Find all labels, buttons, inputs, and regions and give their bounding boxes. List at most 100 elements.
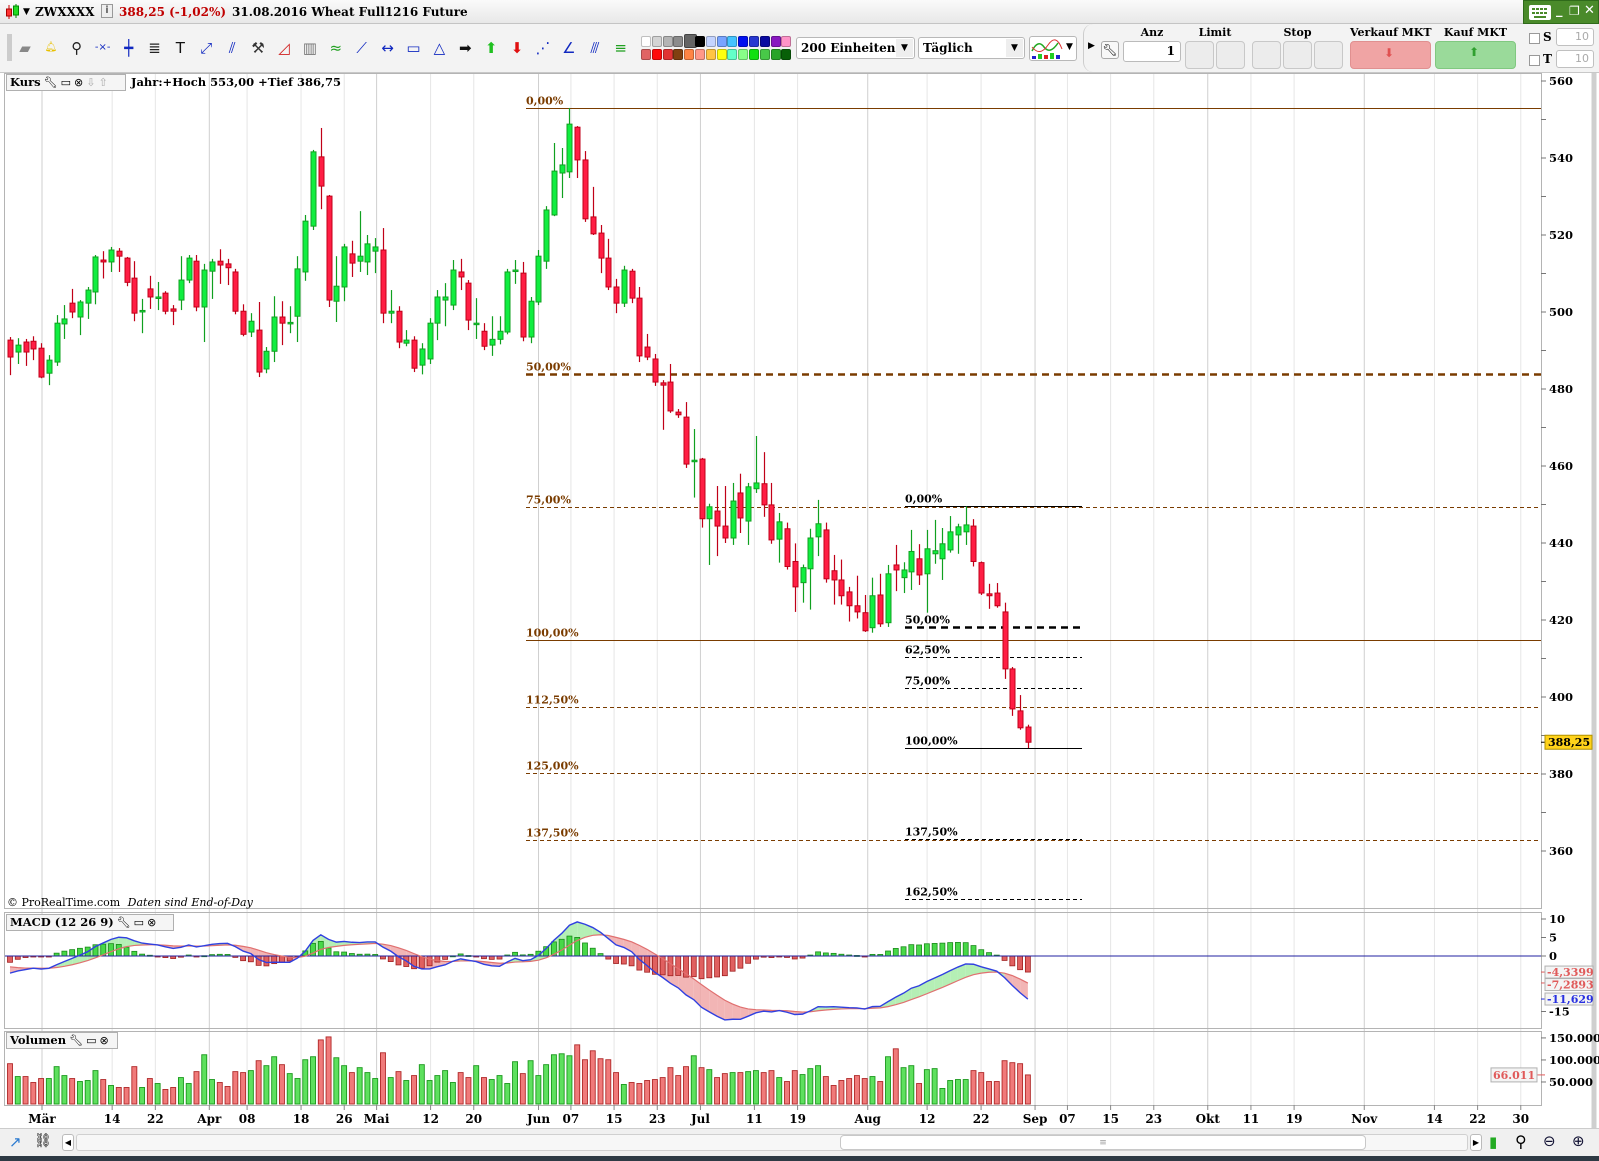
move-down-icon[interactable]: ⇩ — [86, 76, 96, 89]
color-swatch[interactable] — [738, 49, 749, 60]
candle[interactable] — [310, 149, 317, 230]
candle[interactable] — [807, 528, 814, 610]
candle[interactable] — [520, 261, 527, 342]
limit-buy-button[interactable] — [1216, 41, 1245, 69]
candle[interactable] — [963, 506, 970, 545]
candle[interactable] — [318, 127, 325, 210]
candle[interactable] — [869, 577, 876, 633]
candle[interactable] — [30, 336, 37, 361]
zoom-out-icon[interactable]: ⊖ — [1543, 1132, 1556, 1150]
keyboard-icon[interactable] — [1529, 5, 1551, 20]
candle[interactable] — [69, 288, 76, 319]
candle[interactable] — [792, 543, 799, 612]
candle[interactable] — [193, 255, 200, 312]
candle[interactable] — [745, 482, 752, 545]
candle[interactable] — [396, 306, 403, 349]
color-swatch[interactable] — [770, 49, 781, 60]
color-swatch[interactable] — [759, 49, 770, 60]
triangle-icon[interactable]: △ — [433, 39, 446, 57]
ruler-icon[interactable]: ▰ — [19, 39, 31, 57]
candle[interactable] — [15, 338, 22, 364]
stop-sell-button[interactable] — [1283, 41, 1312, 69]
candle[interactable] — [357, 211, 364, 272]
arrow-right-icon[interactable]: ➡ — [459, 39, 472, 57]
chevron-down-icon[interactable]: ▼ — [896, 39, 913, 57]
candle[interactable] — [77, 300, 84, 336]
candle[interactable] — [590, 186, 597, 235]
trendline-icon[interactable]: ⤢ — [200, 39, 213, 57]
candle[interactable] — [613, 278, 620, 314]
maximize-icon[interactable]: ▭ — [86, 1034, 97, 1047]
candle[interactable] — [465, 280, 472, 331]
candle[interactable] — [761, 452, 768, 517]
maximize-icon[interactable]: ▭ — [133, 916, 145, 929]
candle[interactable] — [978, 561, 985, 595]
buy-market-button[interactable]: ⬆ — [1435, 41, 1516, 69]
fibonacci-tool-icon[interactable]: ≡ — [614, 39, 627, 57]
candle[interactable] — [644, 333, 651, 361]
color-swatch[interactable] — [641, 36, 651, 47]
candle[interactable] — [862, 594, 869, 632]
horizontal-segment-icon[interactable]: ↔ — [381, 39, 394, 57]
color-swatch[interactable] — [673, 49, 684, 60]
candle[interactable] — [155, 281, 162, 311]
color-swatch[interactable] — [705, 36, 716, 47]
candle[interactable] — [737, 473, 744, 533]
color-swatch[interactable] — [749, 36, 759, 47]
candle[interactable] — [714, 486, 721, 557]
chevron-down-icon[interactable]: ▼ — [1066, 42, 1073, 52]
candle[interactable] — [147, 275, 154, 309]
candle[interactable] — [667, 363, 674, 413]
scrollbar-track[interactable]: ≡ — [76, 1134, 1468, 1151]
candle[interactable] — [939, 527, 946, 580]
candle[interactable] — [100, 251, 107, 279]
candle[interactable] — [178, 256, 185, 311]
candle[interactable] — [877, 573, 884, 627]
wrench-icon[interactable]: 🔧︎ — [116, 916, 131, 929]
candle[interactable] — [706, 503, 713, 565]
candle[interactable] — [139, 298, 146, 334]
candle[interactable] — [512, 260, 519, 284]
chevron-down-icon[interactable]: ▼ — [1006, 39, 1023, 57]
chart-type-icon[interactable]: ▮ — [1489, 1133, 1498, 1151]
candle[interactable] — [629, 268, 636, 304]
candle[interactable] — [302, 214, 309, 281]
zoom-in-icon[interactable]: ⊕ — [1572, 1132, 1585, 1150]
candle[interactable] — [473, 298, 480, 339]
candle[interactable] — [598, 224, 605, 274]
color-swatch[interactable] — [749, 49, 759, 60]
color-swatch[interactable] — [705, 49, 716, 60]
stop-loss-input[interactable]: 10 — [1556, 28, 1594, 46]
link-chart-icon[interactable]: ⛓ — [34, 1133, 52, 1149]
candle[interactable] — [419, 343, 426, 375]
candle[interactable] — [621, 265, 628, 307]
candle[interactable] — [287, 306, 294, 334]
candle[interactable] — [893, 544, 900, 592]
candle[interactable] — [481, 323, 488, 351]
candle[interactable] — [823, 522, 830, 583]
regression-channel-icon[interactable]: ⫻ — [590, 39, 600, 57]
alarm-bell-icon[interactable]: 🔔︎ — [44, 42, 58, 53]
candle[interactable] — [543, 206, 550, 269]
candle[interactable] — [349, 240, 356, 277]
candle[interactable] — [271, 296, 278, 363]
candle[interactable] — [108, 246, 115, 272]
candle[interactable] — [294, 256, 301, 343]
quantity-input[interactable]: 1 — [1123, 41, 1181, 62]
color-swatch[interactable] — [673, 36, 684, 47]
candle[interactable] — [116, 248, 123, 272]
gann-line-icon[interactable]: ∠ — [562, 39, 576, 57]
candle[interactable] — [1017, 695, 1024, 730]
sell-market-button[interactable]: ⬇ — [1350, 41, 1431, 69]
candle[interactable] — [170, 305, 177, 326]
color-swatch[interactable] — [770, 36, 781, 47]
take-profit-input[interactable]: 10 — [1556, 50, 1594, 68]
scroll-right-button[interactable]: ▶ — [1470, 1134, 1482, 1151]
candle[interactable] — [326, 194, 333, 307]
color-swatch[interactable] — [651, 49, 662, 60]
close-icon[interactable]: ✕ — [1584, 3, 1595, 18]
candle[interactable] — [1025, 724, 1032, 749]
candle[interactable] — [675, 409, 682, 418]
candle[interactable] — [908, 529, 915, 590]
color-swatch[interactable] — [662, 36, 673, 47]
